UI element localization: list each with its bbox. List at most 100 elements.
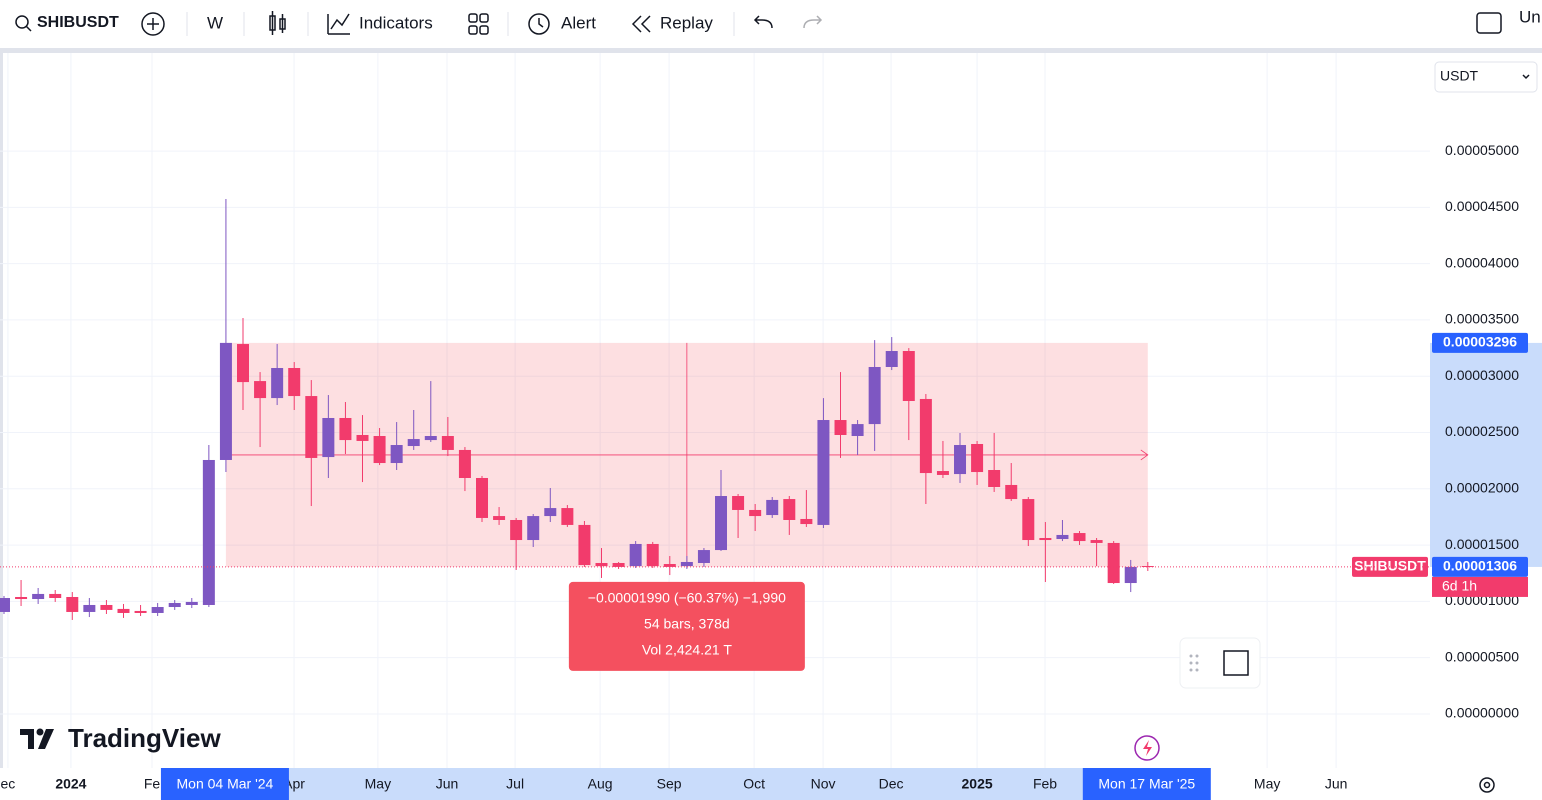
candle-body	[715, 496, 728, 551]
x-tick-label: Jul	[506, 776, 524, 792]
left-border	[0, 53, 3, 800]
candle-body	[629, 543, 642, 567]
candle-body	[0, 598, 10, 612]
indicators-button[interactable]: Indicators	[327, 13, 433, 35]
candle-body	[288, 368, 301, 397]
measure-text: 54 bars, 378d	[644, 616, 730, 632]
x-tick-label: Nov	[811, 776, 836, 792]
x-tick-label: Feb	[1033, 776, 1057, 792]
date-tag	[160, 768, 289, 800]
measure-box	[568, 581, 805, 671]
indicators-label: Indicators	[359, 13, 433, 32]
candle-body	[783, 499, 796, 520]
overlay: −0.00001990 (−60.37%) −1,990 54 bars, 378…	[0, 566, 1430, 671]
candle-body	[595, 562, 608, 567]
candle-body	[612, 562, 625, 567]
candle-body	[578, 524, 591, 566]
candle-body	[32, 593, 45, 600]
measure-arrow	[1140, 449, 1149, 461]
y-tick-label: 0.00003000	[1445, 367, 1519, 383]
chart-type[interactable]	[269, 11, 286, 35]
currency-select[interactable]: USDT	[1434, 61, 1538, 93]
y-tick-label: 0.00005000	[1445, 142, 1519, 158]
candle-body	[851, 424, 864, 437]
candle-body	[1090, 540, 1103, 543]
candle-body	[271, 368, 284, 399]
x-tick-label: Oct	[743, 776, 765, 792]
settings-button[interactable]	[1479, 777, 1495, 793]
candle-body	[697, 550, 710, 563]
candle-body	[800, 518, 813, 525]
candle-body	[834, 420, 847, 435]
candle-body	[902, 351, 915, 401]
price-axis-range	[1430, 342, 1542, 567]
candle-body	[66, 596, 79, 612]
add-symbol[interactable]	[141, 12, 165, 36]
range-high-tag	[1432, 332, 1528, 353]
candle-body	[117, 608, 130, 613]
user-label[interactable]: Un	[1519, 7, 1541, 26]
y-tick-label: 0.00000000	[1445, 705, 1519, 721]
x-tick-label: Fe	[144, 776, 161, 792]
fullscreen-button[interactable]	[1476, 12, 1502, 34]
candle-body	[1124, 566, 1137, 584]
layout-button[interactable]	[468, 13, 489, 35]
candle-body	[185, 601, 198, 605]
candle-body	[936, 471, 949, 475]
redo-button[interactable]	[803, 15, 823, 29]
candle-body	[407, 439, 420, 447]
y-tick-label: 0.00004500	[1445, 198, 1519, 214]
lightning-button[interactable]	[1134, 735, 1160, 761]
y-tick-label: 0.00002500	[1445, 423, 1519, 439]
symbol: SHIBUSDT	[37, 14, 119, 31]
candle-body	[219, 342, 232, 460]
measure-text: Vol 2,424.21 T	[642, 642, 732, 658]
candle-body	[749, 509, 762, 517]
candle-body	[1107, 542, 1120, 584]
replay-button[interactable]: Replay	[631, 13, 713, 33]
undo-button[interactable]	[753, 15, 773, 29]
candle-body	[254, 381, 267, 399]
candle-body	[168, 602, 181, 608]
date-tag	[1082, 768, 1211, 800]
alert-button[interactable]: Alert	[528, 13, 596, 35]
candle-body	[766, 499, 779, 516]
symbol-search[interactable]: SHIBUSDT	[15, 14, 119, 32]
candle-body	[134, 610, 147, 613]
y-tick-label: 0.00004000	[1445, 254, 1519, 270]
candle-body	[15, 596, 28, 600]
candle-body	[1039, 538, 1052, 541]
candle-body	[390, 445, 403, 464]
interval[interactable]: W	[207, 13, 223, 32]
replay-label: Replay	[660, 13, 713, 32]
y-tick-label: 0.00001500	[1445, 536, 1519, 552]
candle-body	[424, 436, 437, 441]
candle-body	[339, 417, 352, 441]
candle-body	[458, 449, 471, 478]
measure-text: −0.00001990 (−60.37%) −1,990	[588, 590, 786, 606]
y-tick-label: 0.00000500	[1445, 648, 1519, 664]
date-tag-label: Mon 17 Mar '25	[1098, 776, 1195, 792]
countdown-label: 6d 1h	[1442, 578, 1477, 594]
candle-body	[476, 477, 489, 518]
candle-body	[732, 496, 745, 510]
candle-body	[544, 508, 557, 517]
countdown-tag	[1432, 576, 1528, 597]
candle-body	[646, 543, 659, 567]
candle-body	[988, 470, 1001, 488]
drawing-widget[interactable]	[1179, 637, 1261, 689]
y-tick-label: 0.00002000	[1445, 480, 1519, 496]
candle-body	[1022, 499, 1035, 541]
last-price-label: 0.00001306	[1443, 558, 1517, 574]
candle-body	[1005, 484, 1018, 500]
date-tag-label: Mon 04 Mar '24	[177, 776, 274, 792]
y-tick-label: 0.00003500	[1445, 311, 1519, 327]
x-tick-label: Dec	[879, 776, 904, 792]
x-tick-label: May	[365, 776, 391, 792]
x-tick-label: Aug	[588, 776, 613, 792]
logo: TradingView	[20, 723, 221, 753]
candle-body	[817, 420, 830, 525]
candle-body	[1141, 566, 1154, 568]
